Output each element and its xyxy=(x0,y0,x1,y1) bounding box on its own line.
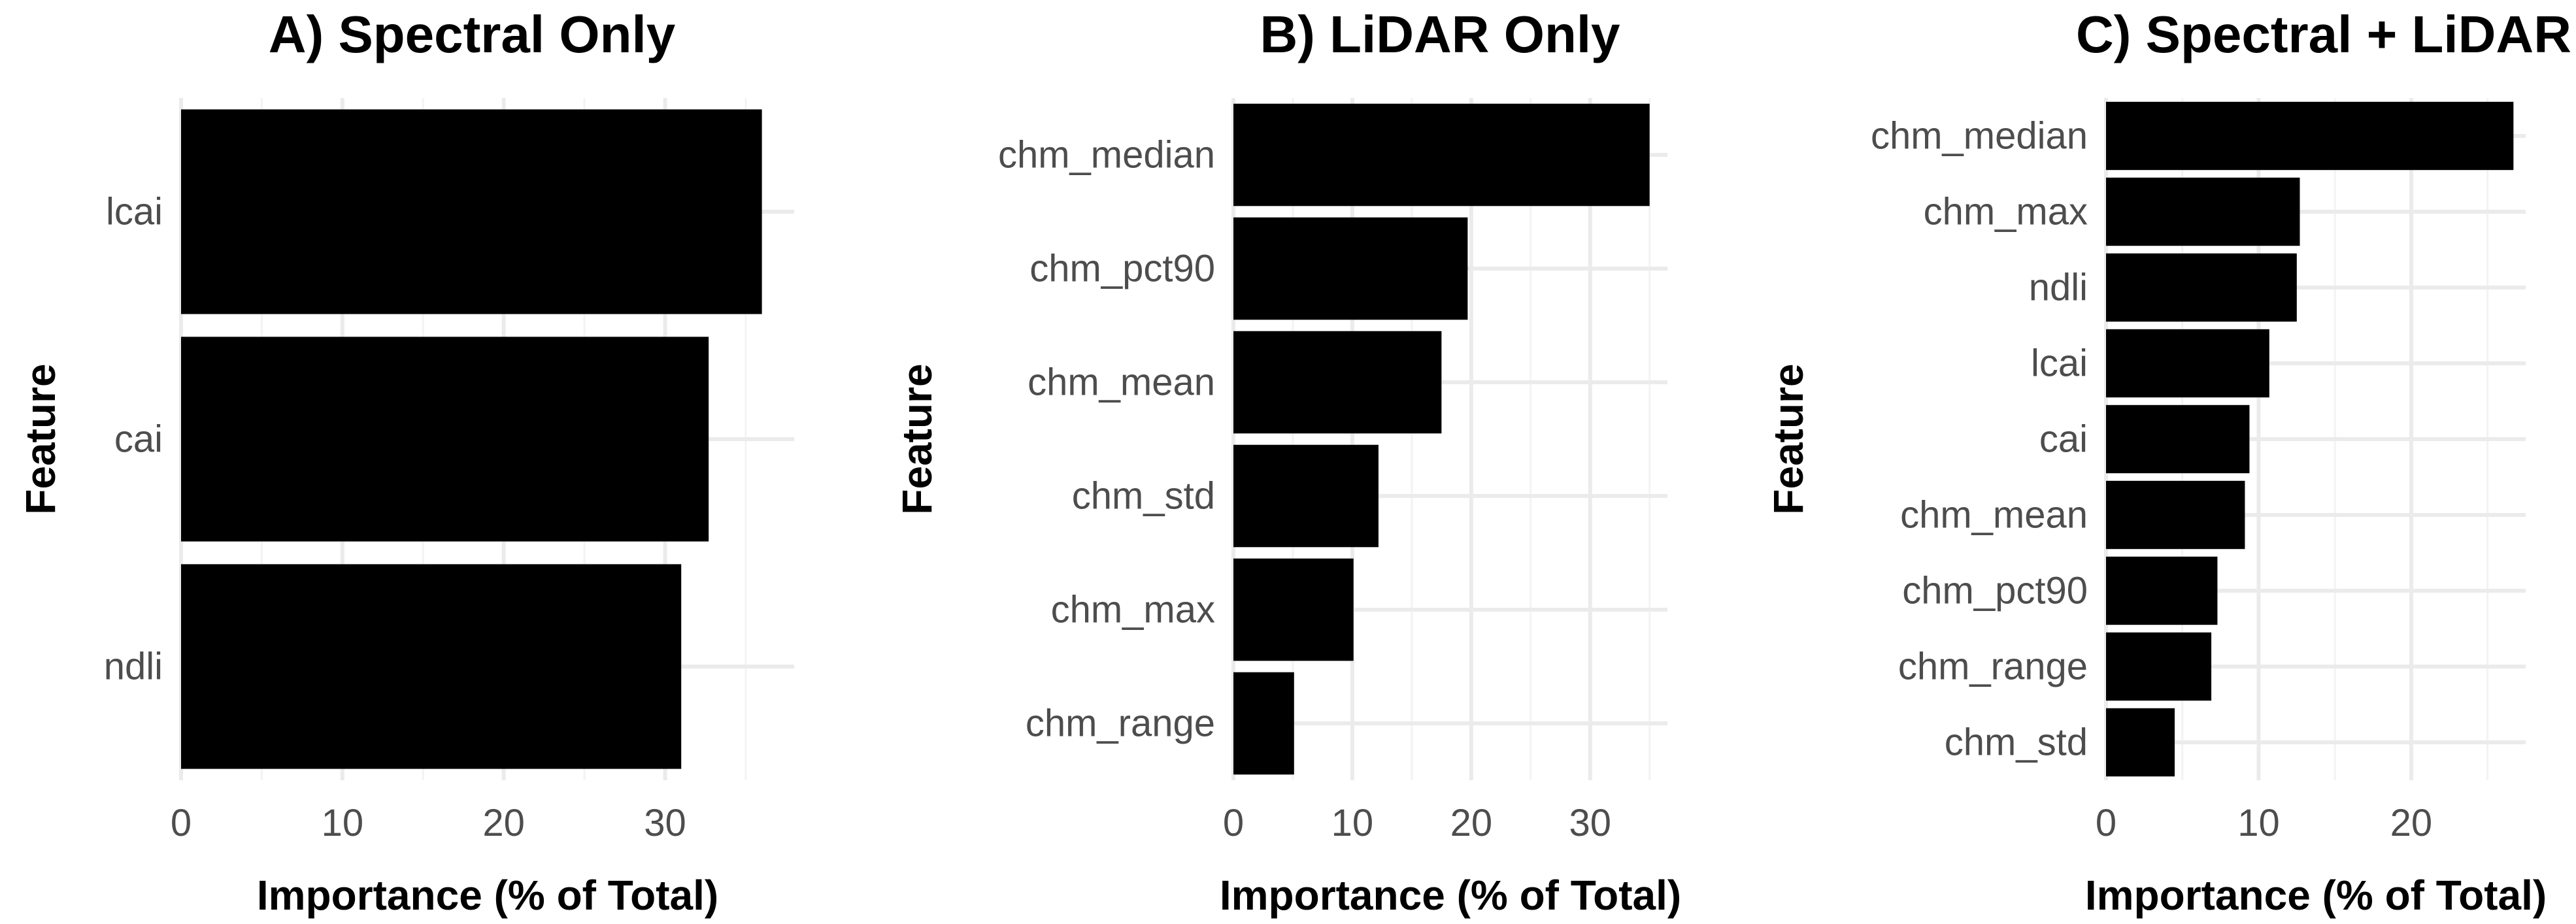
y-tick-label: chm_mean xyxy=(1900,494,2088,536)
x-tick-label: 0 xyxy=(171,802,192,844)
bar-chm_max xyxy=(2106,177,2300,246)
y-tick-label: ndli xyxy=(2029,267,2088,309)
bar-chm_pct90 xyxy=(1233,217,1468,320)
y-tick-label: chm_std xyxy=(1945,721,2088,764)
bar-chm_max xyxy=(1233,558,1354,661)
x-tick-label: 10 xyxy=(2237,802,2280,844)
x-tick-label: 0 xyxy=(1223,802,1244,844)
panel-title: C) Spectral + LiDAR xyxy=(2076,5,2571,63)
y-tick-label: cai xyxy=(114,418,163,461)
y-tick-label: lcai xyxy=(2031,342,2088,385)
x-tick-label: 30 xyxy=(1569,802,1611,844)
x-tick-label: 20 xyxy=(2390,802,2433,844)
y-tick-label: chm_pct90 xyxy=(1029,248,1215,290)
y-tick-label: chm_pct90 xyxy=(1902,570,2088,612)
panel-title: B) LiDAR Only xyxy=(1260,5,1620,63)
bar-chm_mean xyxy=(1233,331,1442,434)
x-axis-title: Importance (% of Total) xyxy=(257,872,718,919)
chart-panel-2: chm_median chm_pct90 chm_mean chm_std chm_ma… xyxy=(894,5,1681,919)
x-axis-title: Importance (% of Total) xyxy=(2085,872,2547,919)
y-tick-label: chm_median xyxy=(998,134,1215,176)
x-axis-title: Importance (% of Total) xyxy=(1220,872,1681,919)
y-tick-label: chm_std xyxy=(1072,475,1215,518)
bar-chm_range xyxy=(2106,632,2212,701)
bar-chm_pct90 xyxy=(2106,556,2218,625)
x-tick-label: 20 xyxy=(482,802,525,844)
bar-ndli xyxy=(181,564,682,769)
y-tick-label: chm_max xyxy=(1051,589,1215,631)
bar-chm_std xyxy=(1233,444,1379,548)
y-tick-label: ndli xyxy=(104,646,163,688)
chart-panel-1: lcai cai ndli 0 10 20 30 A) Spectral Only Import… xyxy=(17,5,794,919)
x-tick-label: 0 xyxy=(2096,802,2116,844)
x-tick-label: 20 xyxy=(1450,802,1493,844)
y-tick-label: chm_mean xyxy=(1028,361,1215,404)
y-tick-label: lcai xyxy=(106,191,163,233)
y-tick-label: chm_range xyxy=(1026,702,1215,745)
bar-cai xyxy=(181,337,709,542)
bar-chm_median xyxy=(1233,103,1650,206)
y-axis-title: Feature xyxy=(894,363,941,514)
bar-chm_std xyxy=(2106,708,2175,777)
bar-chm_mean xyxy=(2106,480,2245,550)
x-tick-label: 10 xyxy=(322,802,364,844)
x-tick-label: 30 xyxy=(644,802,686,844)
y-tick-label: cai xyxy=(2039,418,2088,461)
y-tick-label: chm_range xyxy=(1898,646,2088,688)
y-tick-label: chm_median xyxy=(1871,115,2088,157)
y-axis-title: Feature xyxy=(1765,363,1812,514)
y-axis-title: Feature xyxy=(17,363,64,514)
bar-lcai xyxy=(181,109,762,314)
bar-chm_range xyxy=(1233,672,1294,775)
x-tick-label: 10 xyxy=(1331,802,1374,844)
y-tick-label: chm_max xyxy=(1924,191,2088,233)
bar-lcai xyxy=(2106,329,2269,398)
bar-cai xyxy=(2106,404,2250,474)
bar-chm_median xyxy=(2106,101,2514,171)
bar-ndli xyxy=(2106,253,2297,322)
panel-title: A) Spectral Only xyxy=(269,5,676,63)
